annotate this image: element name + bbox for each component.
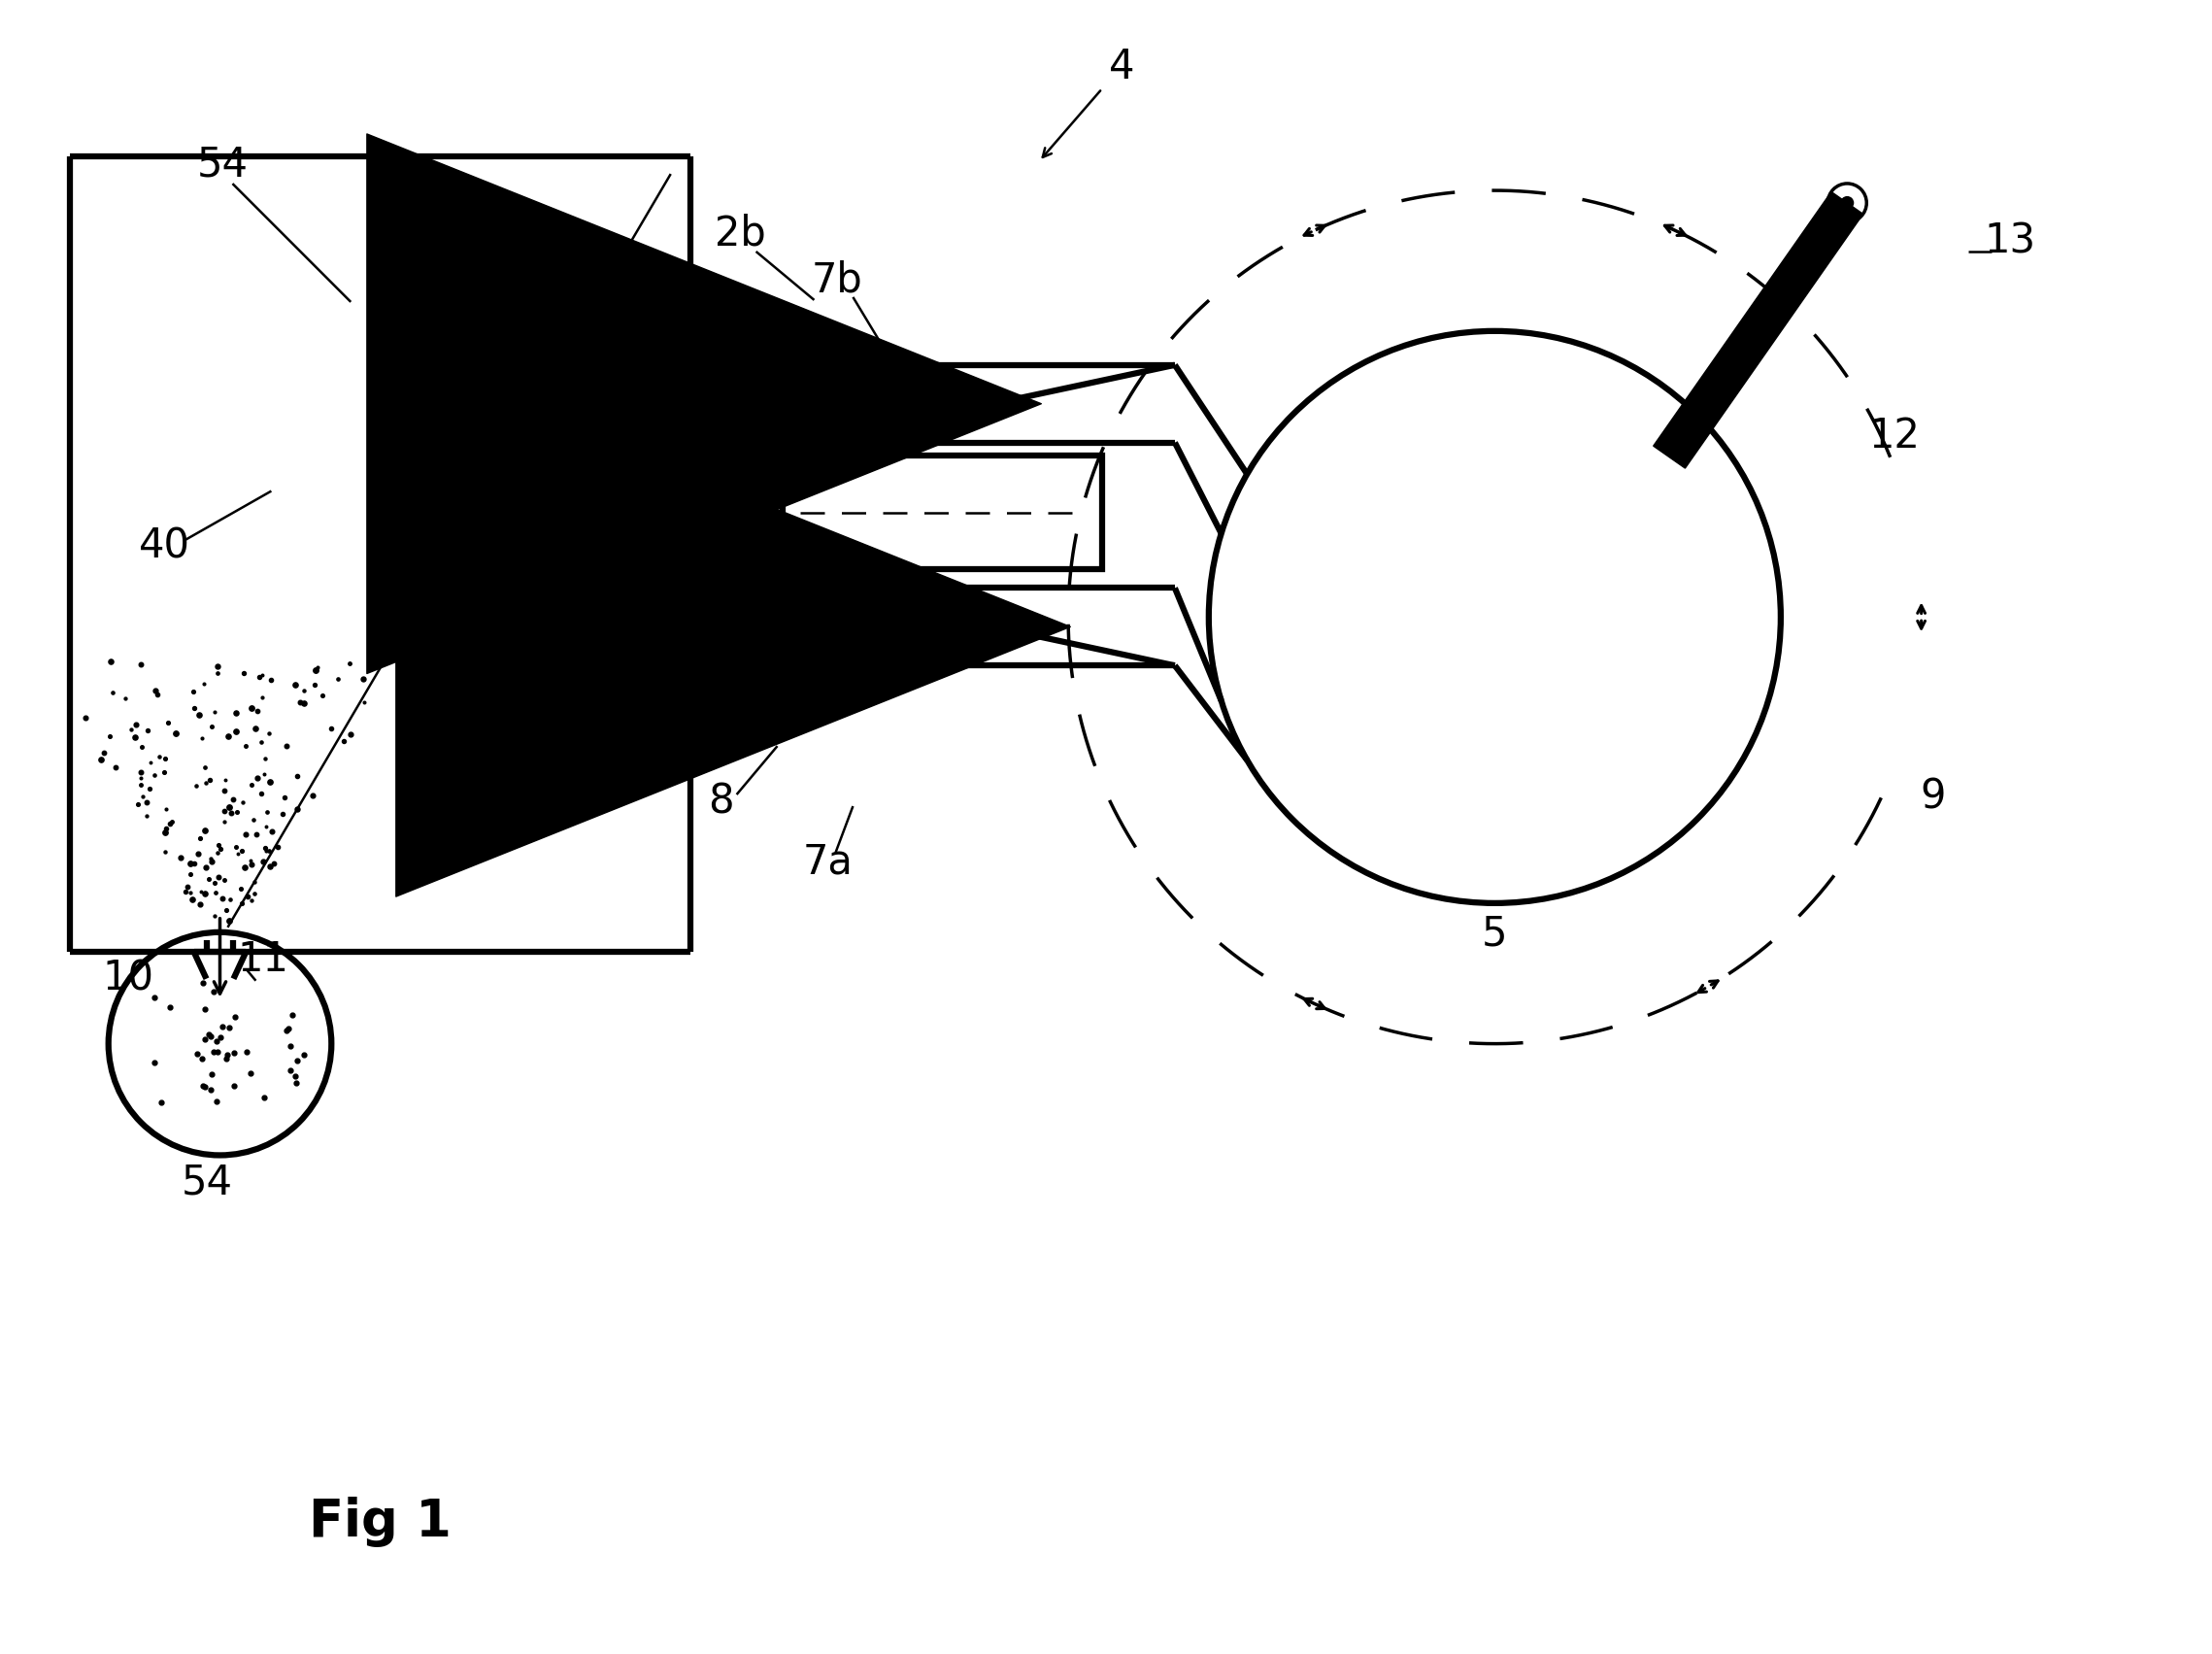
Text: 2a: 2a (644, 736, 695, 776)
Text: 40: 40 (139, 526, 190, 567)
Text: 2b: 2b (714, 213, 765, 255)
Circle shape (1840, 197, 1854, 210)
Text: 54: 54 (197, 144, 248, 185)
Bar (783, 455, 1102, 569)
Text: 5: 5 (1482, 913, 1509, 954)
Polygon shape (1652, 192, 1863, 468)
Text: 12: 12 (1869, 415, 1920, 457)
Text: 4: 4 (1108, 46, 1135, 88)
Text: 10: 10 (102, 958, 153, 999)
Text: 6: 6 (465, 784, 489, 825)
Text: 7b: 7b (812, 260, 863, 301)
Text: 13: 13 (1984, 222, 2037, 263)
Text: 11: 11 (239, 939, 290, 979)
Text: 54: 54 (181, 1163, 232, 1202)
Text: 9: 9 (1920, 776, 1947, 817)
Text: Fig 1: Fig 1 (310, 1497, 451, 1546)
Text: 8: 8 (708, 781, 734, 822)
Text: 7a: 7a (803, 842, 854, 883)
